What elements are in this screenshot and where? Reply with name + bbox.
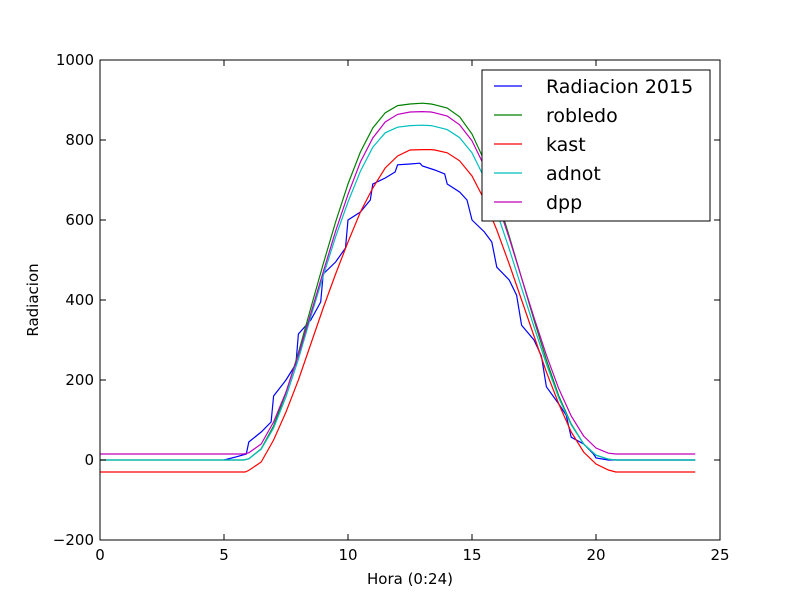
legend-label: dpp — [546, 192, 582, 214]
x-tick-label: 5 — [219, 546, 229, 564]
y-tick-label: 1000 — [56, 51, 94, 69]
series-line-dpp — [100, 110, 696, 455]
series-line-kast — [100, 149, 696, 473]
y-tick-label: 400 — [65, 291, 94, 309]
legend-box — [481, 69, 711, 222]
x-tick-label: 15 — [462, 546, 481, 564]
legend-label: adnot — [546, 163, 601, 185]
x-axis-label: Hora (0:24) — [367, 570, 453, 588]
x-tick-label: 25 — [710, 546, 729, 564]
y-tick-label: −200 — [53, 531, 94, 549]
series-layer — [100, 102, 696, 473]
y-tick-label: 0 — [84, 451, 94, 469]
legend-label: Radiacion 2015 — [546, 76, 693, 98]
y-tick-label: 600 — [65, 211, 94, 229]
legend-label: robledo — [546, 105, 618, 127]
series-line-adnot — [100, 124, 696, 461]
legend: Radiacion 2015 robledo kast adnot dpp — [481, 69, 711, 222]
x-tick-label: 20 — [586, 546, 605, 564]
y-axis-label: Radiacion — [24, 263, 42, 336]
y-tick-label: 200 — [65, 371, 94, 389]
legend-label: kast — [546, 134, 586, 156]
y-tick-label: 800 — [65, 131, 94, 149]
x-tick-label: 0 — [95, 546, 105, 564]
x-tick-label: 10 — [338, 546, 357, 564]
